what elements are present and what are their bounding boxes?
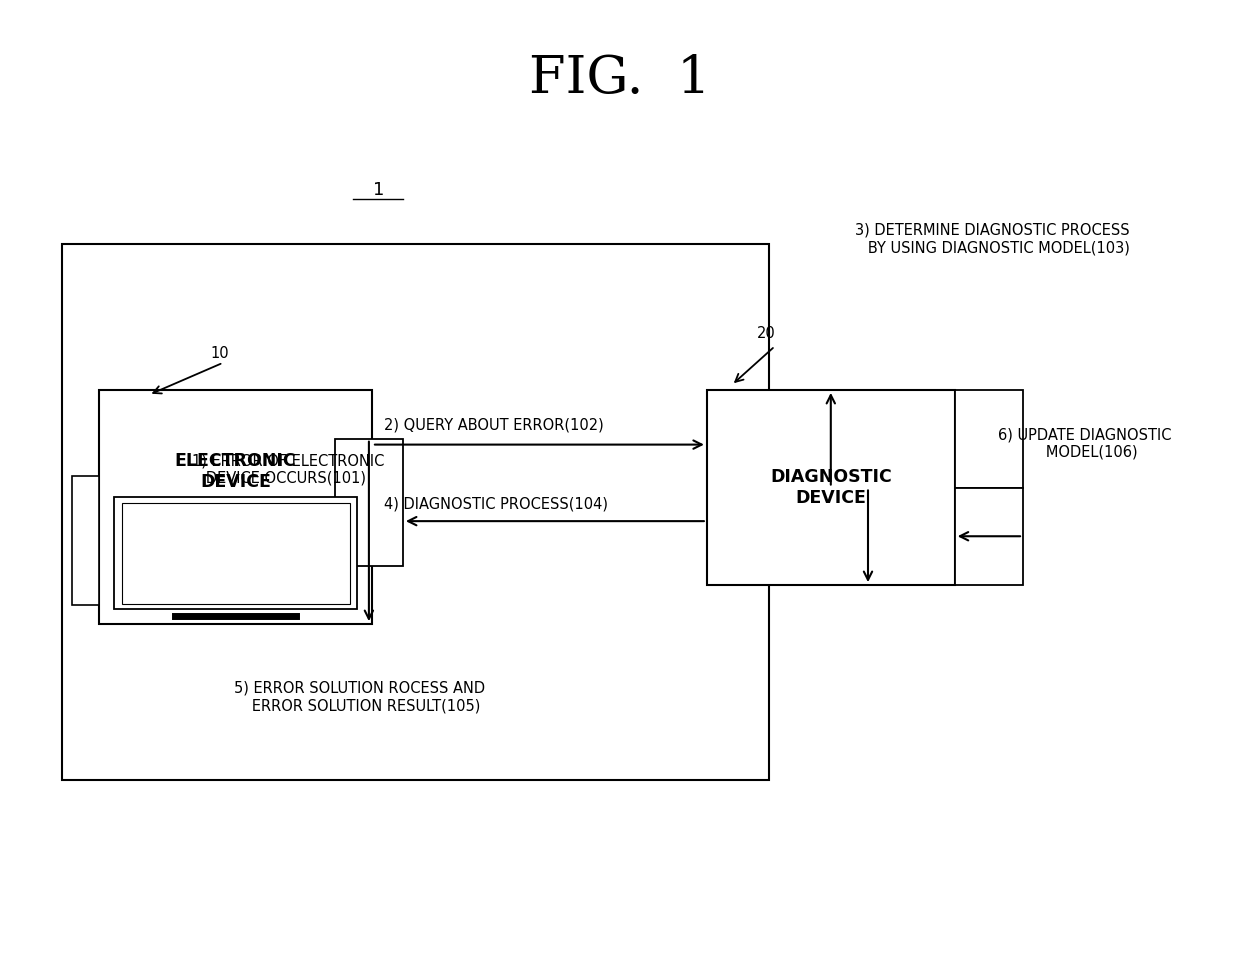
Text: 1) ERROR OF ELECTRONIC
   DEVICE OCCURS(101): 1) ERROR OF ELECTRONIC DEVICE OCCURS(101… [192, 453, 384, 486]
Text: FIG.  1: FIG. 1 [529, 53, 711, 103]
Text: 4) DIAGNOSTIC PROCESS(104): 4) DIAGNOSTIC PROCESS(104) [384, 496, 609, 511]
Bar [335, 439, 403, 566]
Text: DIAGNOSTIC
DEVICE: DIAGNOSTIC DEVICE [770, 468, 892, 507]
Bar [955, 390, 1023, 488]
Bar [955, 488, 1023, 585]
Text: 10: 10 [211, 346, 229, 361]
Bar [114, 497, 357, 609]
Bar [72, 476, 99, 604]
Text: 2) QUERY ABOUT ERROR(102): 2) QUERY ABOUT ERROR(102) [384, 418, 604, 433]
Text: ELECTRONIC
DEVICE: ELECTRONIC DEVICE [175, 452, 296, 491]
Bar [707, 390, 955, 585]
Text: 3) DETERMINE DIAGNOSTIC PROCESS
   BY USING DIAGNOSTIC MODEL(103): 3) DETERMINE DIAGNOSTIC PROCESS BY USING… [854, 222, 1130, 255]
Text: 20: 20 [756, 327, 775, 341]
Text: 1: 1 [372, 181, 384, 199]
Text: 5) ERROR SOLUTION ROCESS AND
   ERROR SOLUTION RESULT(105): 5) ERROR SOLUTION ROCESS AND ERROR SOLUT… [234, 681, 485, 714]
Text: 6) UPDATE DIAGNOSTIC
   MODEL(106): 6) UPDATE DIAGNOSTIC MODEL(106) [998, 427, 1172, 460]
Bar [99, 390, 372, 624]
Bar [62, 244, 769, 780]
Bar [122, 503, 350, 604]
